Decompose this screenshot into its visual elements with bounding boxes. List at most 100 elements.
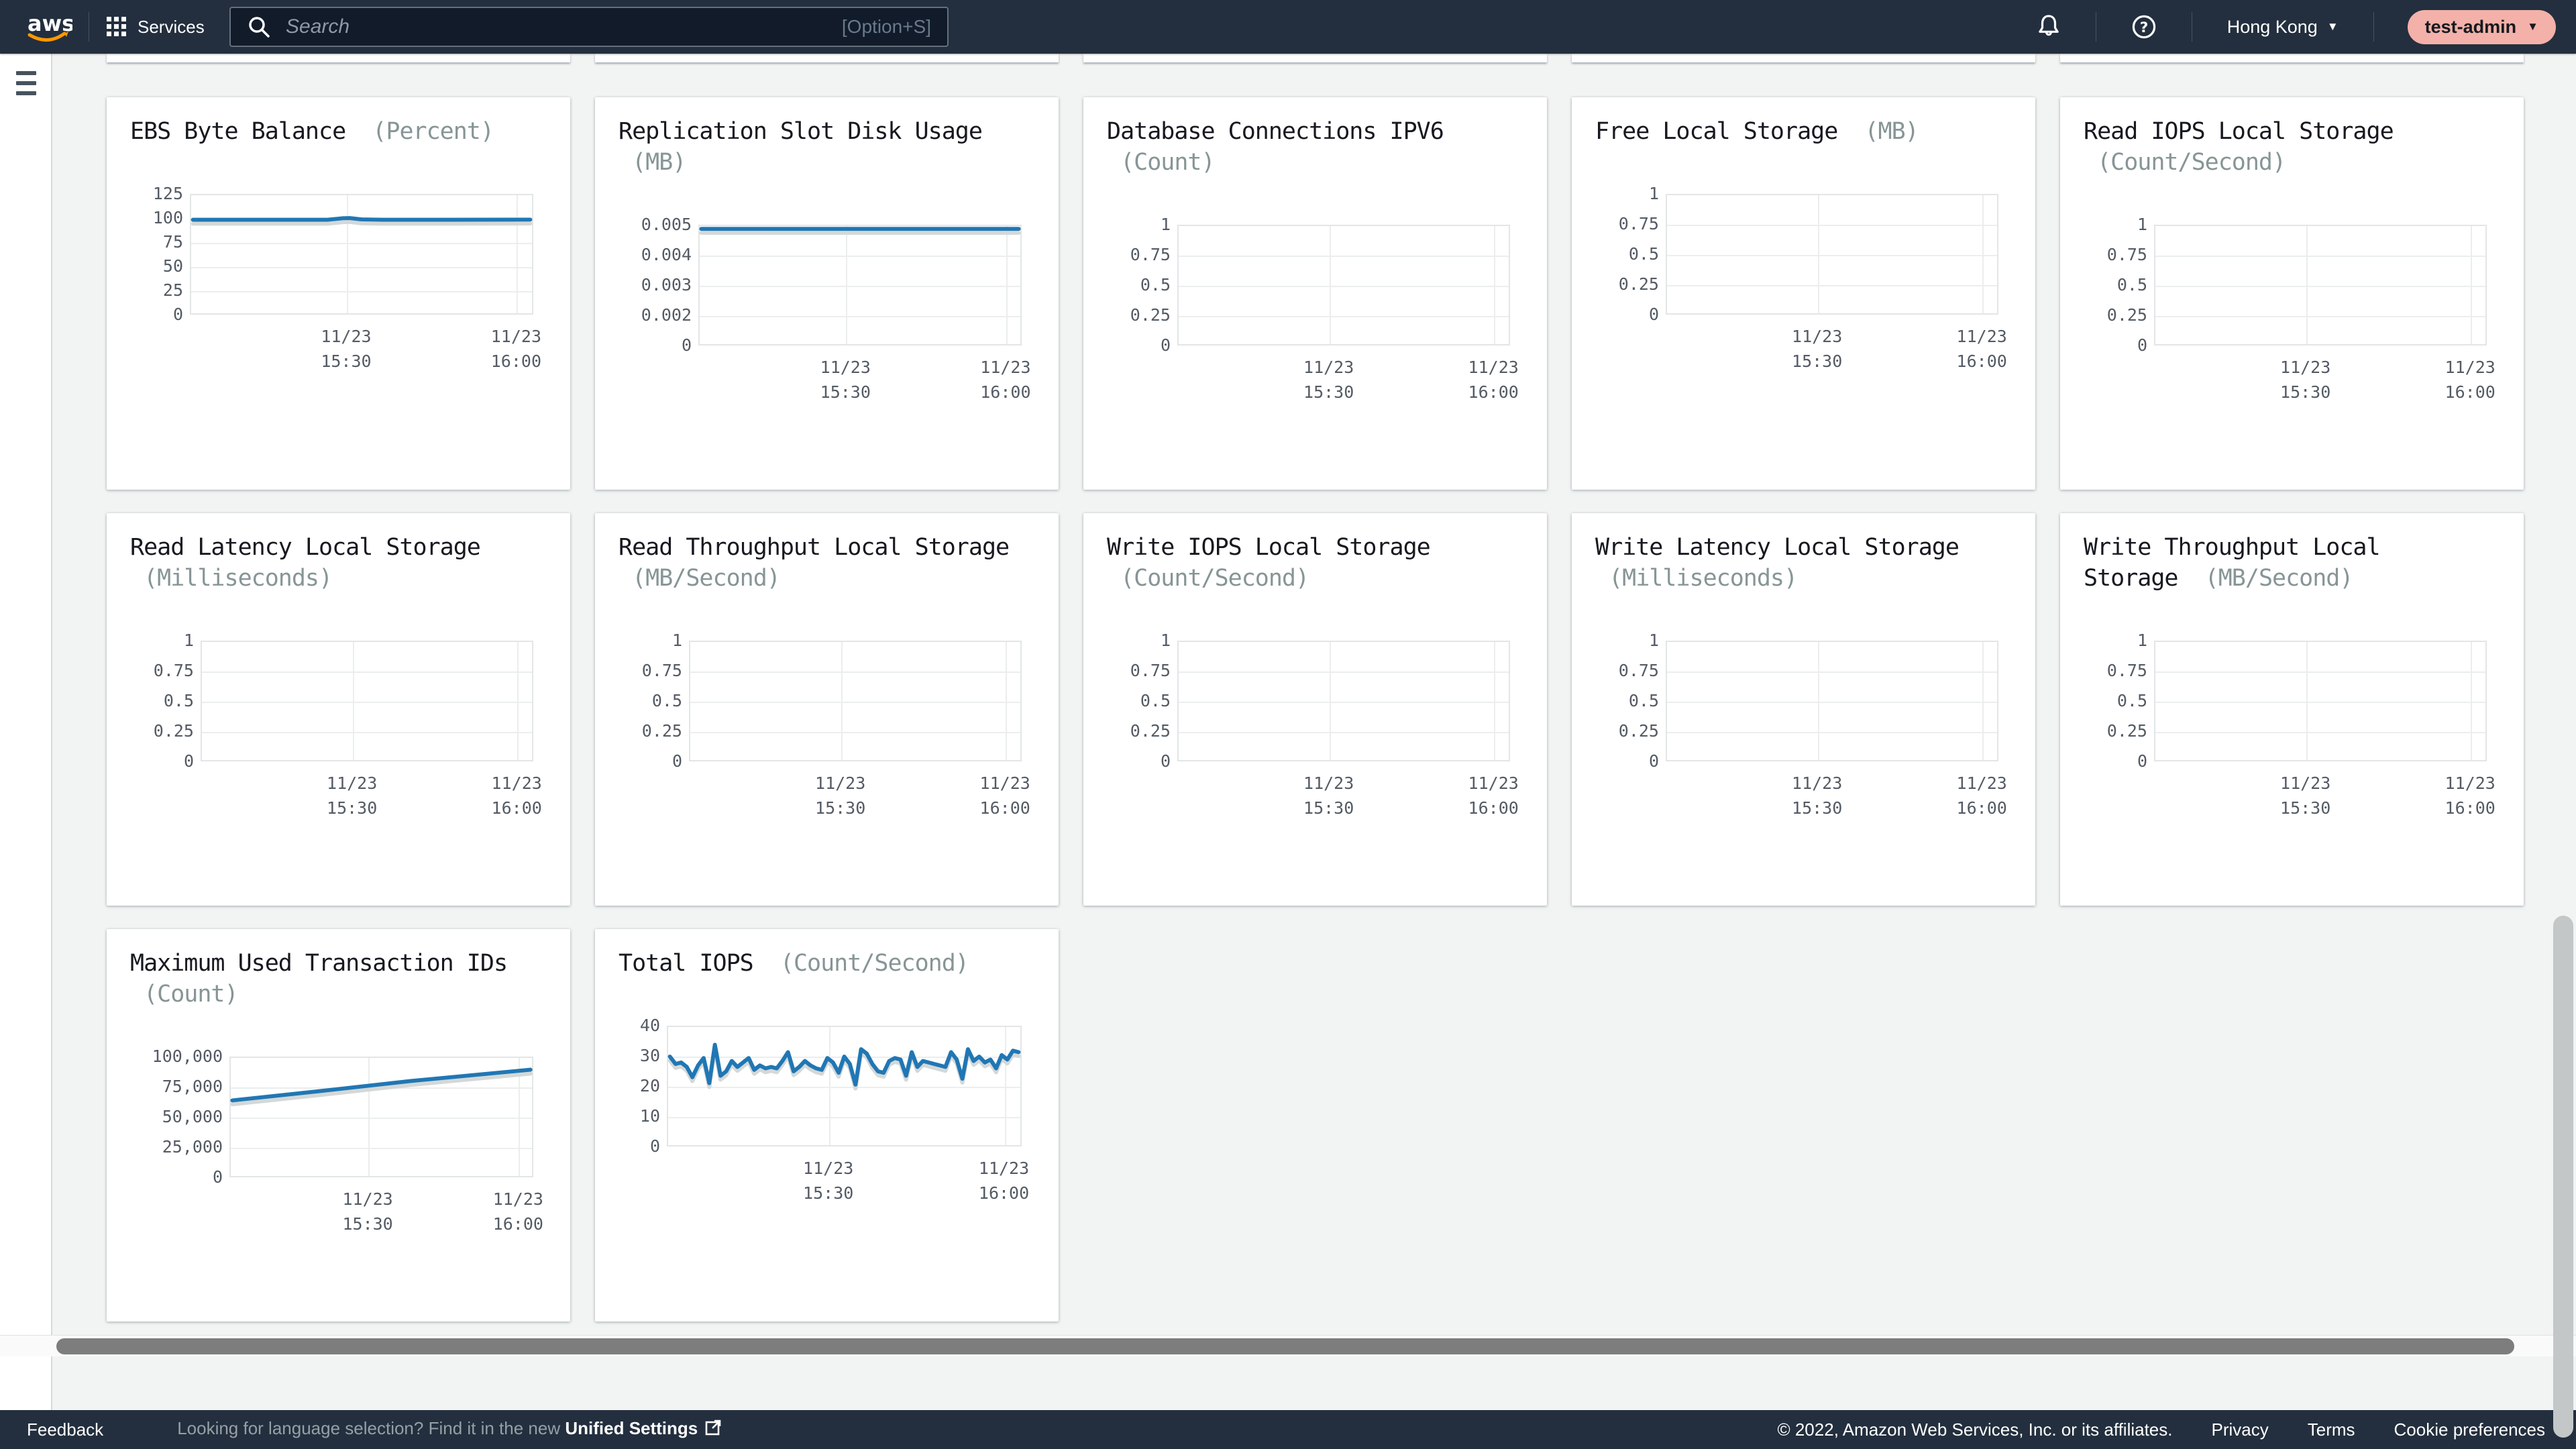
metric-unit: (Milliseconds) [130, 565, 333, 592]
chevron-down-icon: ▼ [2326, 20, 2339, 33]
search-input[interactable] [286, 15, 842, 38]
v-gridline [1004, 1027, 1006, 1145]
metric-chart: 1 0.75 0.5 0.25 0 11/23 15:30 11/23 16:00 [2060, 216, 2524, 419]
h-gridline [2155, 286, 2485, 287]
y-axis-labels: 1 0.75 0.5 0.25 0 [1572, 632, 1666, 770]
h-gridline [700, 316, 1020, 317]
metric-title: EBS Byte Balance (Percent) [130, 116, 533, 147]
h-gridline [1667, 672, 1997, 673]
y-tick-label: 40 [639, 1016, 660, 1035]
metric-name: Write Throughput Local Storage [2084, 534, 2381, 592]
metric-line-chart [191, 216, 533, 226]
y-tick-label: 30 [639, 1046, 660, 1065]
h-gridline [1179, 702, 1509, 703]
metric-card: Maximum Used Transaction IDs (Count) 100… [107, 929, 570, 1322]
global-search[interactable]: [Option+S] [229, 7, 949, 47]
metric-title: Write Latency Local Storage (Millisecond… [1595, 532, 1998, 594]
metric-chart: 1 0.75 0.5 0.25 0 11/23 15:30 11/23 16:00 [1572, 185, 2035, 388]
terms-link[interactable]: Terms [2307, 1419, 2355, 1440]
h-gridline [700, 256, 1020, 257]
feedback-link[interactable]: Feedback [27, 1419, 104, 1440]
top-navigation-bar: aws Services [0, 0, 2576, 54]
vertical-scrollbar-thumb[interactable] [2553, 916, 2573, 1438]
x-tick-label: 11/23 15:30 [342, 1189, 393, 1234]
cookie-preferences-link[interactable]: Cookie preferences [2394, 1419, 2545, 1440]
h-gridline [2155, 672, 2485, 673]
y-tick-label: 1 [1648, 631, 1659, 650]
aws-logo-icon: aws [28, 11, 74, 42]
y-tick-label: 1 [672, 631, 682, 650]
y-tick-label: 0 [172, 305, 183, 324]
metric-name: Total IOPS [619, 950, 754, 977]
services-menu-button[interactable]: Services [105, 15, 205, 38]
chart-plot-area [190, 194, 533, 315]
y-axis-labels: 1 0.75 0.5 0.25 0 [595, 632, 689, 770]
h-gridline [1179, 732, 1509, 733]
v-gridline [346, 195, 348, 313]
horizontal-scrollbar-thumb[interactable] [56, 1338, 2514, 1354]
y-axis-labels: 125 100 75 50 25 0 [107, 185, 190, 323]
y-tick-label: 0.75 [2106, 245, 2147, 264]
y-tick-label: 0.25 [1618, 274, 1659, 294]
x-tick-label: 11/23 15:30 [1303, 358, 1354, 402]
v-gridline [1329, 642, 1331, 760]
svg-text:?: ? [2139, 19, 2148, 36]
y-tick-label: 1 [2137, 631, 2147, 650]
console-footer: Feedback Looking for language selection?… [0, 1410, 2576, 1449]
region-label: Hong Kong [2226, 16, 2318, 37]
metric-name: EBS Byte Balance [130, 118, 346, 145]
v-gridline [1006, 642, 1008, 760]
v-gridline [846, 226, 848, 344]
unified-settings-link[interactable]: Unified Settings [565, 1418, 698, 1438]
metrics-dashboard: EBS Byte Balance (Percent) 125 100 75 50 25 0… [52, 54, 2576, 1389]
y-tick-label: 1 [1648, 184, 1659, 203]
y-tick-label: 0 [1648, 751, 1659, 771]
h-gridline [1667, 225, 1997, 226]
v-gridline [2306, 226, 2308, 344]
privacy-link[interactable]: Privacy [2211, 1419, 2269, 1440]
metric-title: Replication Slot Disk Usage (MB) [619, 116, 1021, 178]
help-icon: ? [2132, 15, 2155, 39]
y-tick-label: 0.75 [1618, 214, 1659, 233]
y-tick-label: 0 [2137, 335, 2147, 355]
x-tick-label: 11/23 16:00 [1468, 358, 1519, 402]
v-gridline [828, 1027, 830, 1145]
account-menu-button[interactable]: test-admin ▼ [2407, 9, 2556, 44]
y-tick-label: 0.25 [2106, 305, 2147, 325]
open-menu-button[interactable] [16, 71, 36, 101]
y-tick-label: 50 [162, 256, 183, 276]
y-axis-labels: 1 0.75 0.5 0.25 0 [2060, 632, 2154, 770]
metric-chart: 1 0.75 0.5 0.25 0 11/23 15:30 11/23 16:00 [595, 632, 1059, 835]
metric-title: Database Connections IPV6 (Count) [1107, 116, 1509, 178]
services-label: Services [138, 16, 205, 37]
y-tick-label: 0 [1160, 335, 1171, 355]
aws-logo[interactable]: aws [25, 9, 74, 44]
metric-name: Maximum Used Transaction IDs [130, 950, 508, 977]
x-tick-label: 11/23 16:00 [491, 773, 542, 818]
x-tick-label: 11/23 15:30 [1792, 327, 1843, 371]
metric-unit: (Count) [1107, 149, 1216, 176]
y-tick-label: 1 [2137, 215, 2147, 234]
metric-line-chart [667, 1042, 1021, 1091]
v-gridline [2471, 642, 2473, 760]
h-gridline [1179, 256, 1509, 257]
y-tick-label: 0.75 [641, 661, 682, 680]
region-selector[interactable]: Hong Kong ▼ [2208, 17, 2357, 38]
h-gridline [231, 1148, 532, 1149]
v-gridline [1817, 642, 1819, 760]
x-tick-label: 11/23 16:00 [1956, 327, 2007, 371]
help-button[interactable]: ? [2112, 0, 2176, 54]
metric-title: Maximum Used Transaction IDs (Count) [130, 948, 533, 1010]
x-tick-label: 11/23 15:30 [321, 327, 372, 371]
y-tick-label: 0.5 [2116, 275, 2147, 294]
notifications-button[interactable] [2018, 0, 2080, 54]
metric-chart: 125 100 75 50 25 0 11/23 15:30 11/23 16:00 [107, 185, 570, 388]
v-gridline [1329, 226, 1331, 344]
y-tick-label: 0.002 [641, 305, 692, 325]
v-gridline [519, 1058, 521, 1176]
y-tick-label: 0.25 [1130, 721, 1171, 741]
metric-unit: (Count/Second) [1107, 565, 1309, 592]
bell-icon [2038, 15, 2059, 36]
y-tick-label: 25 [162, 280, 183, 300]
